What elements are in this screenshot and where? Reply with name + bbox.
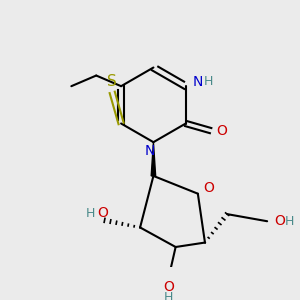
- Text: S: S: [107, 74, 117, 89]
- Text: N: N: [193, 75, 203, 89]
- Text: O: O: [274, 214, 285, 228]
- Text: O: O: [97, 206, 108, 220]
- Text: N: N: [145, 144, 155, 158]
- Text: H: H: [164, 291, 173, 300]
- Text: O: O: [203, 182, 214, 195]
- Text: H: H: [285, 215, 294, 228]
- Text: O: O: [217, 124, 228, 138]
- Text: H: H: [86, 207, 95, 220]
- Text: H: H: [204, 75, 214, 88]
- Polygon shape: [151, 142, 156, 176]
- Text: O: O: [163, 280, 174, 294]
